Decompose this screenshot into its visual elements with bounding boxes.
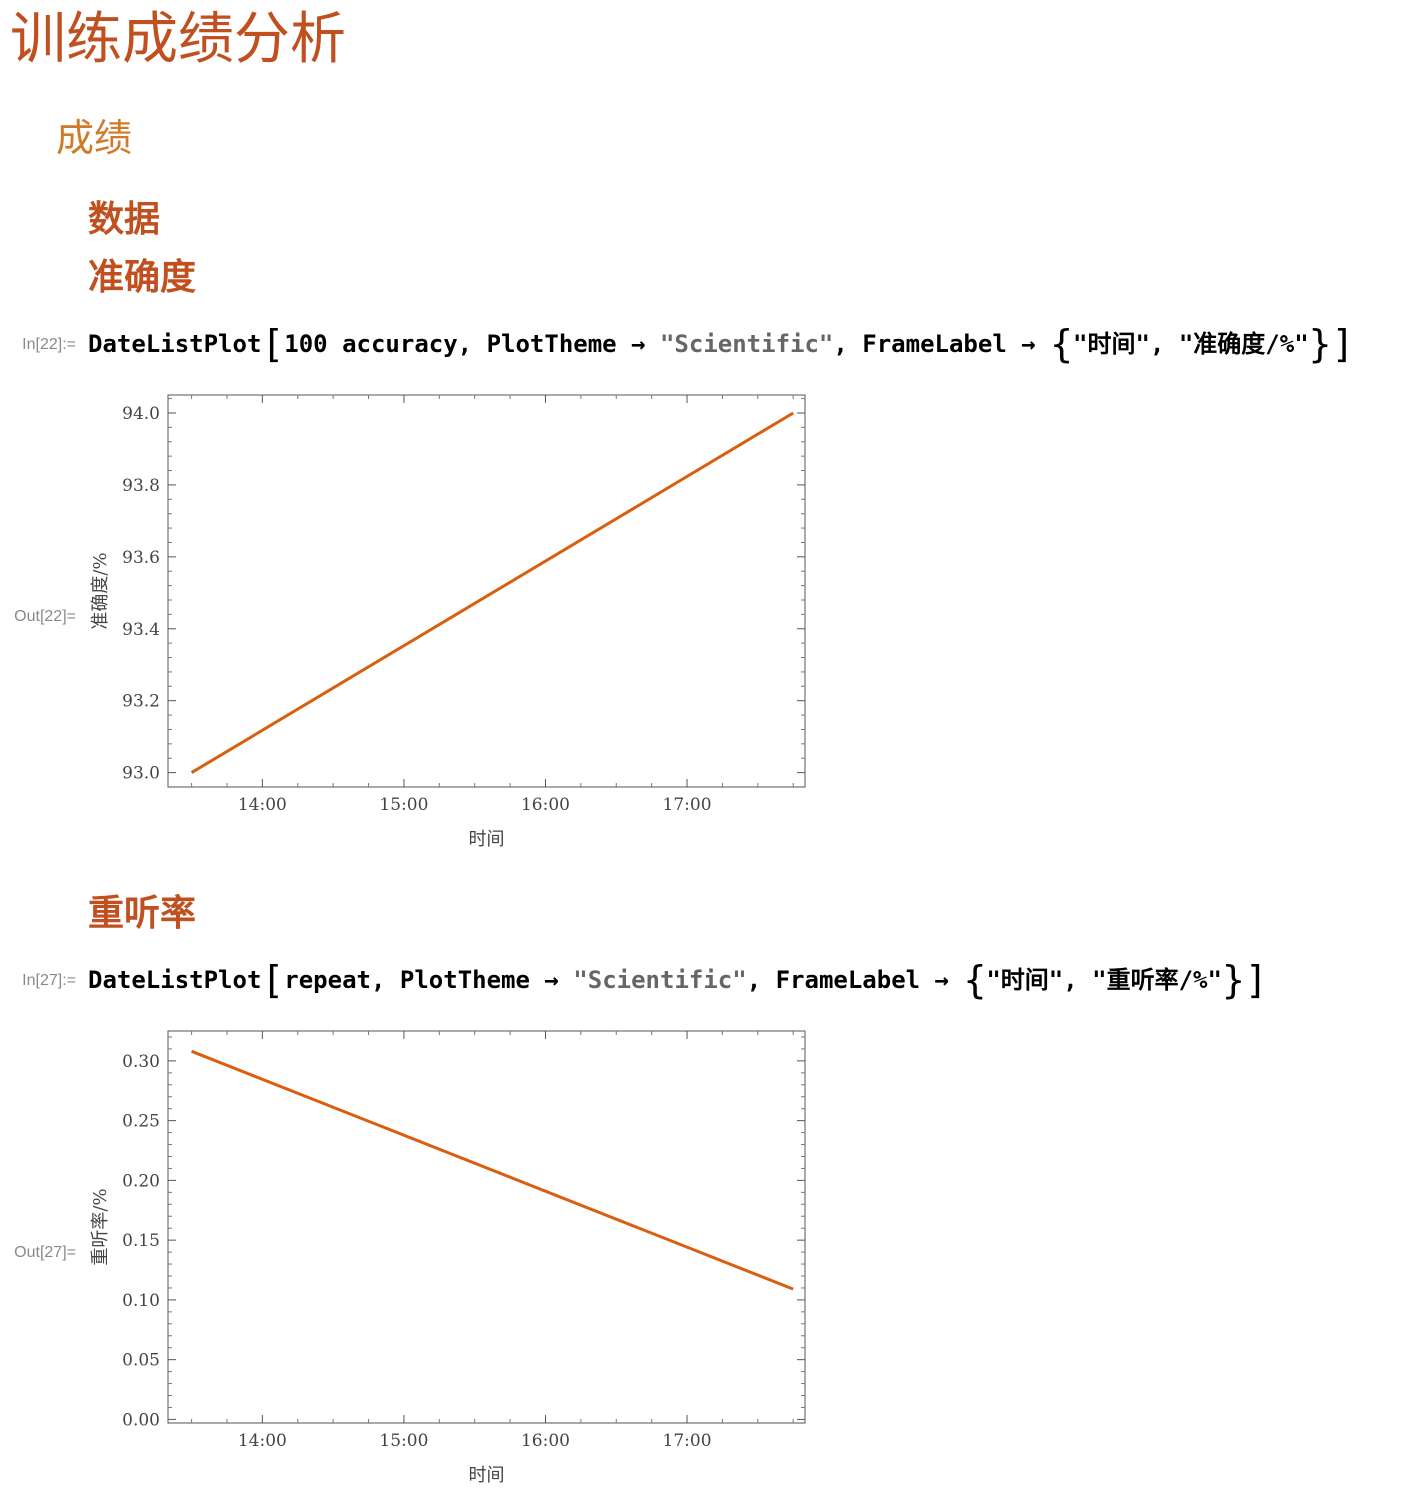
bracket-close: ] xyxy=(1244,958,1268,1002)
notebook-title: 训练成绩分析 xyxy=(10,7,346,72)
bracket-close: ] xyxy=(1331,322,1355,366)
x-tick-label: 15:00 xyxy=(379,1431,428,1451)
y-axis-label: 准确度/% xyxy=(90,552,111,629)
x-tick-label: 17:00 xyxy=(663,1431,712,1451)
y-axis-label: 重听率/% xyxy=(90,1188,111,1265)
plot-frame xyxy=(167,1030,806,1424)
y-tick-label: 0.20 xyxy=(122,1171,160,1191)
x-axis-label: 时间 xyxy=(469,829,505,850)
code-option: PlotTheme xyxy=(486,330,617,358)
bracket-open: [ xyxy=(261,958,285,1002)
code-string: "重听率/%" xyxy=(1092,966,1222,994)
output-label: Out[27]= xyxy=(14,1244,76,1261)
section-heading: 成绩 xyxy=(56,116,133,160)
subsection-repeat: 重听率 xyxy=(88,893,197,934)
x-tick-label: 17:00 xyxy=(663,795,712,815)
x-tick-label: 14:00 xyxy=(238,795,287,815)
brace-open: { xyxy=(1050,322,1074,366)
subsection-data: 数据 xyxy=(88,199,161,240)
y-tick-label: 0.05 xyxy=(122,1351,160,1371)
code-argument: 100 accuracy xyxy=(284,330,458,358)
y-tick-label: 0.15 xyxy=(122,1231,160,1251)
code-string: "Scientific" xyxy=(659,330,834,358)
y-tick-label: 93.2 xyxy=(122,692,160,712)
y-tick-label: 94.0 xyxy=(122,404,160,424)
y-tick-label: 0.00 xyxy=(122,1410,160,1430)
x-tick-label: 14:00 xyxy=(238,1431,287,1451)
y-tick-label: 93.0 xyxy=(122,764,160,784)
x-tick-label: 15:00 xyxy=(379,795,428,815)
repeat-rate-plot: 0.00 0.05 0.10 0.15 0.20 0.25 0.30 14:00 15:00 16… xyxy=(90,1030,806,1486)
y-tick-label: 93.8 xyxy=(122,476,160,496)
input-label: In[27]:= xyxy=(22,972,76,989)
series-line xyxy=(191,1049,794,1291)
x-axis-label: 时间 xyxy=(469,1465,505,1486)
code-option: FrameLabel xyxy=(775,966,921,994)
code-string: "时间" xyxy=(1073,330,1150,358)
brace-open: { xyxy=(963,958,987,1002)
series-line xyxy=(190,411,794,774)
accuracy-plot: 93.0 93.2 93.4 93.6 93.8 94.0 14:00 15:00 16:00 1… xyxy=(90,394,806,850)
code-option: FrameLabel xyxy=(862,330,1007,358)
x-tick-label: 16:00 xyxy=(521,1431,570,1451)
input-code[interactable]: DateListPlot[100 accuracy, PlotTheme → "… xyxy=(88,322,1355,366)
code-option: PlotTheme xyxy=(399,966,530,994)
brace-close: } xyxy=(1221,958,1245,1002)
code-argument: repeat xyxy=(284,966,371,994)
bracket-open: [ xyxy=(261,322,285,366)
y-tick-label: 93.4 xyxy=(122,620,160,640)
y-tick-label: 93.6 xyxy=(122,548,160,568)
plot-frame xyxy=(167,394,806,788)
code-function: DateListPlot xyxy=(88,330,262,358)
code-string: "时间" xyxy=(986,966,1064,994)
y-tick-label: 0.25 xyxy=(122,1112,160,1132)
output-label: Out[22]= xyxy=(14,608,76,625)
input-label: In[22]:= xyxy=(22,336,76,353)
code-string: "Scientific" xyxy=(573,966,747,994)
code-function: DateListPlot xyxy=(88,966,262,994)
y-tick-label: 0.30 xyxy=(122,1052,160,1072)
brace-close: } xyxy=(1308,322,1332,366)
x-tick-label: 16:00 xyxy=(521,795,570,815)
y-tick-label: 0.10 xyxy=(122,1291,160,1311)
code-string: "准确度/%" xyxy=(1178,330,1309,358)
input-code[interactable]: DateListPlot[repeat, PlotTheme → "Scient… xyxy=(88,958,1268,1002)
subsection-accuracy: 准确度 xyxy=(88,257,197,298)
